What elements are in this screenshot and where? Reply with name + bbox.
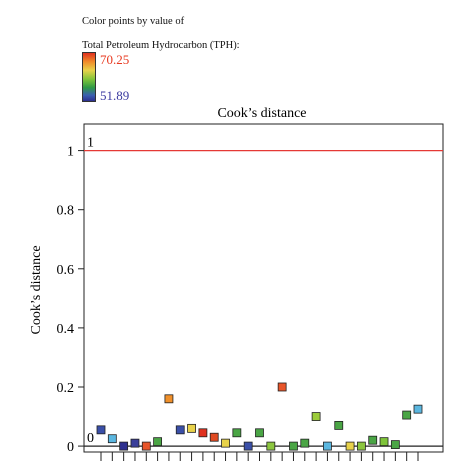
y-tick-label: 0.4 [57, 322, 75, 337]
legend-max-value: 70.25 [100, 52, 130, 67]
reference-line-label: 0 [87, 431, 94, 446]
data-point [141, 441, 151, 451]
data-point [300, 438, 310, 448]
data-point [323, 441, 332, 451]
y-tick-label: 1 [67, 145, 74, 160]
y-tick-label: 0 [67, 440, 74, 455]
y-axis-ticks: 0 0.2 0.4 0.6 0.8 1 [57, 145, 84, 455]
data-point [164, 394, 174, 404]
legend-title-line2: Total Petroleum Hydrocarbon (TPH): [82, 40, 240, 51]
data-point [130, 438, 140, 448]
data-point [266, 441, 276, 451]
data-point [334, 421, 344, 430]
reference-line-label: 1 [87, 136, 94, 151]
data-point [277, 382, 287, 392]
data-point [402, 410, 412, 420]
legend-min-value: 51.89 [100, 88, 130, 103]
color-scale-bar [82, 52, 96, 102]
data-point [175, 425, 185, 435]
x-axis-ticks [100, 452, 419, 461]
y-tick-label: 0.8 [57, 204, 75, 219]
data-point [345, 441, 355, 451]
data-point [390, 440, 400, 450]
data-point [221, 438, 230, 448]
data-point [198, 428, 208, 438]
data-point [311, 412, 321, 421]
y-tick-label: 0.6 [57, 263, 75, 278]
plot-frame [83, 123, 444, 453]
data-point [289, 441, 298, 451]
data-point [209, 432, 219, 442]
data-point [356, 441, 366, 451]
chart-title: Cook’s distance [217, 106, 306, 121]
data-point [153, 437, 163, 447]
data-point [243, 441, 253, 451]
data-point [368, 435, 378, 445]
color-legend: Color points by value of Total Petroleum… [82, 14, 342, 106]
data-point [379, 437, 389, 447]
y-axis-label: Cook’s distance [29, 245, 44, 334]
data-point [96, 425, 106, 435]
reference-lines: 10 [84, 136, 443, 447]
legend-title-line1: Color points by value of [82, 16, 185, 27]
y-tick-label: 0.2 [57, 381, 75, 396]
data-point [413, 404, 423, 414]
data-point [119, 441, 129, 451]
data-point [232, 428, 242, 438]
data-points [96, 382, 423, 451]
data-point [187, 423, 196, 433]
data-point [107, 434, 117, 444]
data-point [255, 428, 264, 438]
